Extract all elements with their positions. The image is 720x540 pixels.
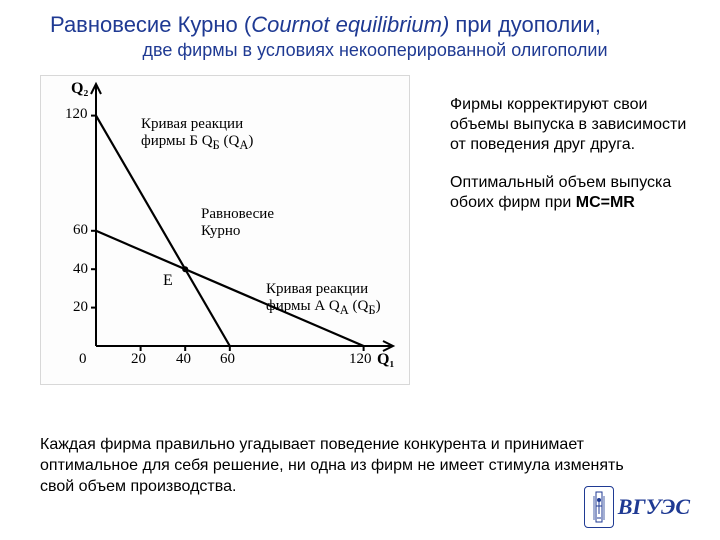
title-line1: Равновесие Курно (Cournot equilibrium) п… xyxy=(50,12,700,38)
university-logo: ВГУЭС xyxy=(584,486,690,528)
side-para2: Оптимальный объем выпуска обоих фирм при… xyxy=(450,173,700,213)
ytick-60: 60 xyxy=(73,222,88,239)
ytick-40: 40 xyxy=(73,261,88,278)
title-block: Равновесие Курно (Cournot equilibrium) п… xyxy=(0,0,720,65)
curve-b-label: Кривая реакциифирмы Б QБ (QА) xyxy=(141,116,311,152)
ytick-120: 120 xyxy=(65,106,88,123)
bottom-paragraph: Каждая фирма правильно угадывает поведен… xyxy=(40,435,660,497)
logo-text: ВГУЭС xyxy=(618,494,690,520)
title-pre: Равновесие Курно ( xyxy=(50,12,251,37)
equilibrium-label: РавновесиеКурно xyxy=(201,206,321,239)
origin-label: 0 xyxy=(79,351,87,368)
x-axis-label: Q₁ xyxy=(377,351,394,369)
logo-emblem-icon xyxy=(584,486,614,528)
xtick-60: 60 xyxy=(220,351,235,368)
curve-a-label: Кривая реакциифирмы А QА (QБ) xyxy=(266,281,436,317)
xtick-20: 20 xyxy=(131,351,146,368)
xtick-120: 120 xyxy=(349,351,372,368)
ytick-20: 20 xyxy=(73,299,88,316)
side-text: Фирмы корректируют свои объемы выпуска в… xyxy=(450,95,700,231)
side-para1: Фирмы корректируют свои объемы выпуска в… xyxy=(450,95,700,155)
y-axis-label: Q₂ xyxy=(71,80,88,98)
side-para2-bold: MC=MR xyxy=(576,194,635,211)
side-para2-pre: Оптимальный объем выпуска обоих фирм при xyxy=(450,174,671,211)
cournot-chart: 120 60 40 20 0 20 40 60 120 Q₂ Q₁ Кривая… xyxy=(40,75,410,385)
point-e-label: E xyxy=(163,272,173,290)
xtick-40: 40 xyxy=(176,351,191,368)
title-post: при дуополии, xyxy=(449,12,601,37)
title-line2: две фирмы в условиях некооперированной о… xyxy=(50,40,700,61)
title-italic: Cournot equilibrium) xyxy=(251,12,449,37)
